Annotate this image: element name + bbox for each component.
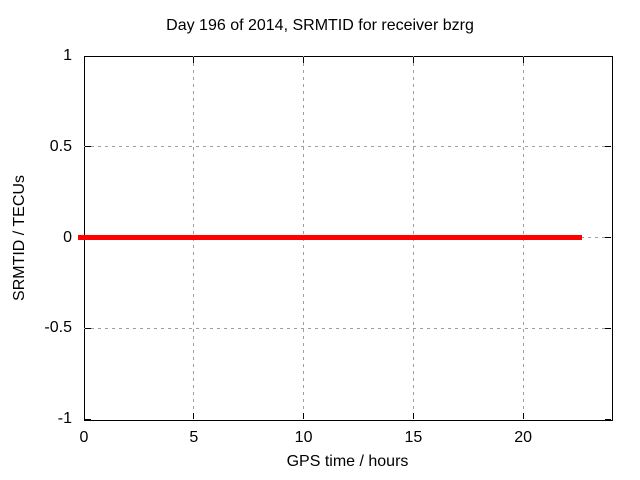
x-tick-top-10 <box>303 57 305 63</box>
gridline-y-0.5 <box>84 146 611 148</box>
y-tick-left--0.5 <box>85 327 91 329</box>
y-tick-right--0.5 <box>605 327 611 329</box>
series-line-srmtid <box>78 235 583 240</box>
x-tick-bottom-5 <box>193 413 195 419</box>
x-tick-top-15 <box>412 57 414 63</box>
x-tick-label-15: 15 <box>404 429 423 446</box>
x-tick-label-20: 20 <box>514 429 533 446</box>
y-tick-left-0.5 <box>85 146 91 148</box>
y-tick-label-0.5: 0.5 <box>49 137 72 155</box>
x-tick-top-5 <box>193 57 195 63</box>
y-tick-label--0.5: -0.5 <box>44 319 72 337</box>
x-tick-top-20 <box>522 57 524 63</box>
y-tick-right-1 <box>605 55 611 57</box>
y-tick-right-0.5 <box>605 146 611 148</box>
x-tick-bottom-10 <box>303 413 305 419</box>
x-tick-label-0: 0 <box>79 429 89 446</box>
x-tick-bottom-15 <box>412 413 414 419</box>
y-tick-right--1 <box>605 418 611 420</box>
x-tick-label-5: 5 <box>189 429 199 446</box>
chart-title: Day 196 of 2014, SRMTID for receiver bzr… <box>166 17 474 34</box>
y-tick-label-1: 1 <box>63 47 72 64</box>
x-tick-bottom-0 <box>83 413 85 419</box>
y-tick-label-0: 0 <box>63 228 72 246</box>
y-tick-right-0 <box>605 237 611 238</box>
y-tick-left--1 <box>85 418 91 420</box>
y-tick-left-1 <box>85 55 91 57</box>
x-axis-label: GPS time / hours <box>286 453 409 470</box>
x-tick-bottom-20 <box>522 413 524 419</box>
x-tick-top-0 <box>83 57 85 63</box>
gridline-y--0.5 <box>84 327 611 329</box>
x-tick-label-10: 10 <box>294 429 313 446</box>
y-tick-label--1: -1 <box>57 410 72 427</box>
